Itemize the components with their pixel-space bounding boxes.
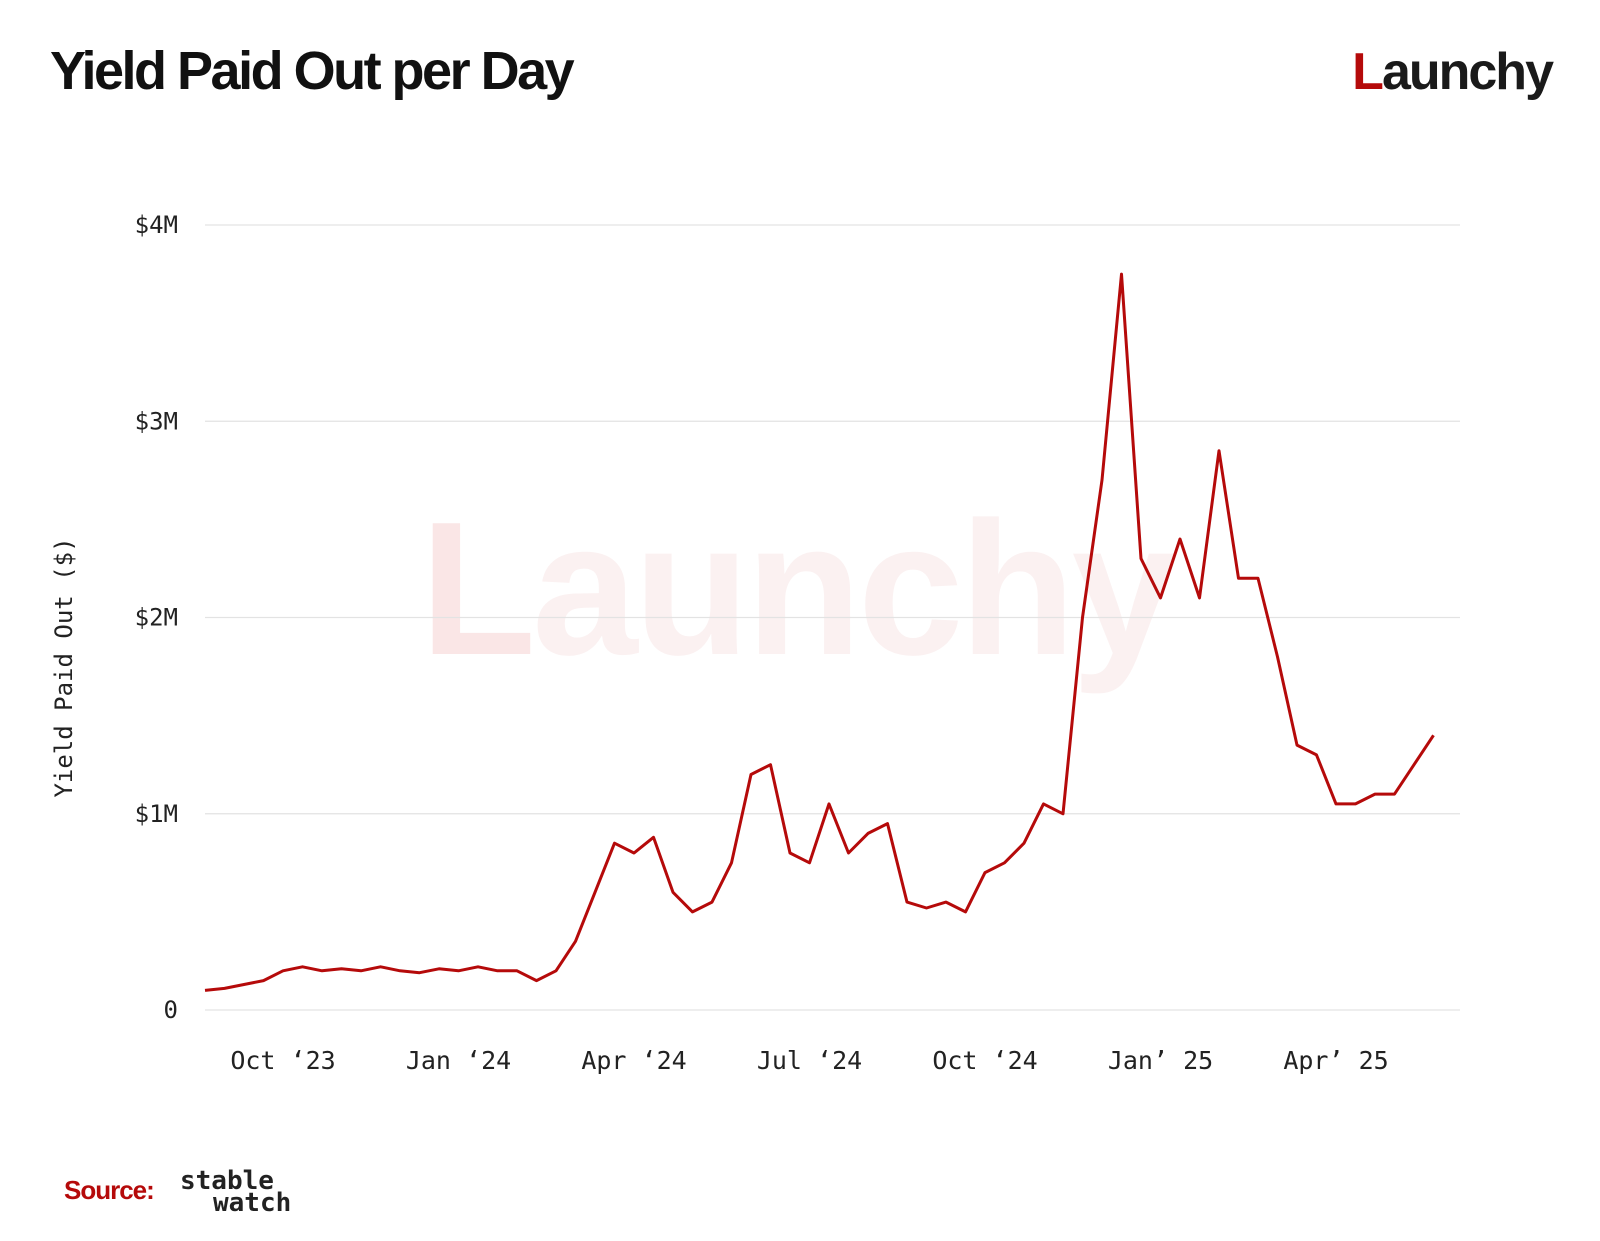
y-tick-label: $1M [135, 800, 178, 828]
x-tick-label: Jan’ 25 [1108, 1046, 1213, 1075]
y-tick-label: $2M [135, 604, 178, 632]
x-tick-label: Oct ‘23 [230, 1046, 335, 1075]
source-name: stable watch [180, 1166, 292, 1218]
y-tick-label: $3M [135, 407, 178, 435]
data-line [204, 272, 1435, 992]
x-tick-label: Jan ‘24 [406, 1046, 511, 1075]
x-tick-label: Jul ‘24 [757, 1046, 862, 1075]
source-name-line: watch [213, 1188, 292, 1218]
source-name-line: stable [180, 1166, 274, 1196]
chart-title: Yield Paid Out per Day [50, 41, 575, 101]
x-tick-label: Oct ‘24 [932, 1046, 1037, 1075]
y-tick-label: $4M [135, 211, 178, 239]
x-tick-label: Apr ‘24 [581, 1046, 686, 1075]
watermark: Launchy [420, 483, 1177, 695]
y-axis-label: Yield Paid Out ($) [50, 537, 78, 797]
source-label: Source: [64, 1175, 155, 1205]
x-tick-label: Apr’ 25 [1283, 1046, 1388, 1075]
brand-logo: Launchy [1352, 43, 1554, 101]
y-tick-label: 0 [164, 996, 178, 1024]
